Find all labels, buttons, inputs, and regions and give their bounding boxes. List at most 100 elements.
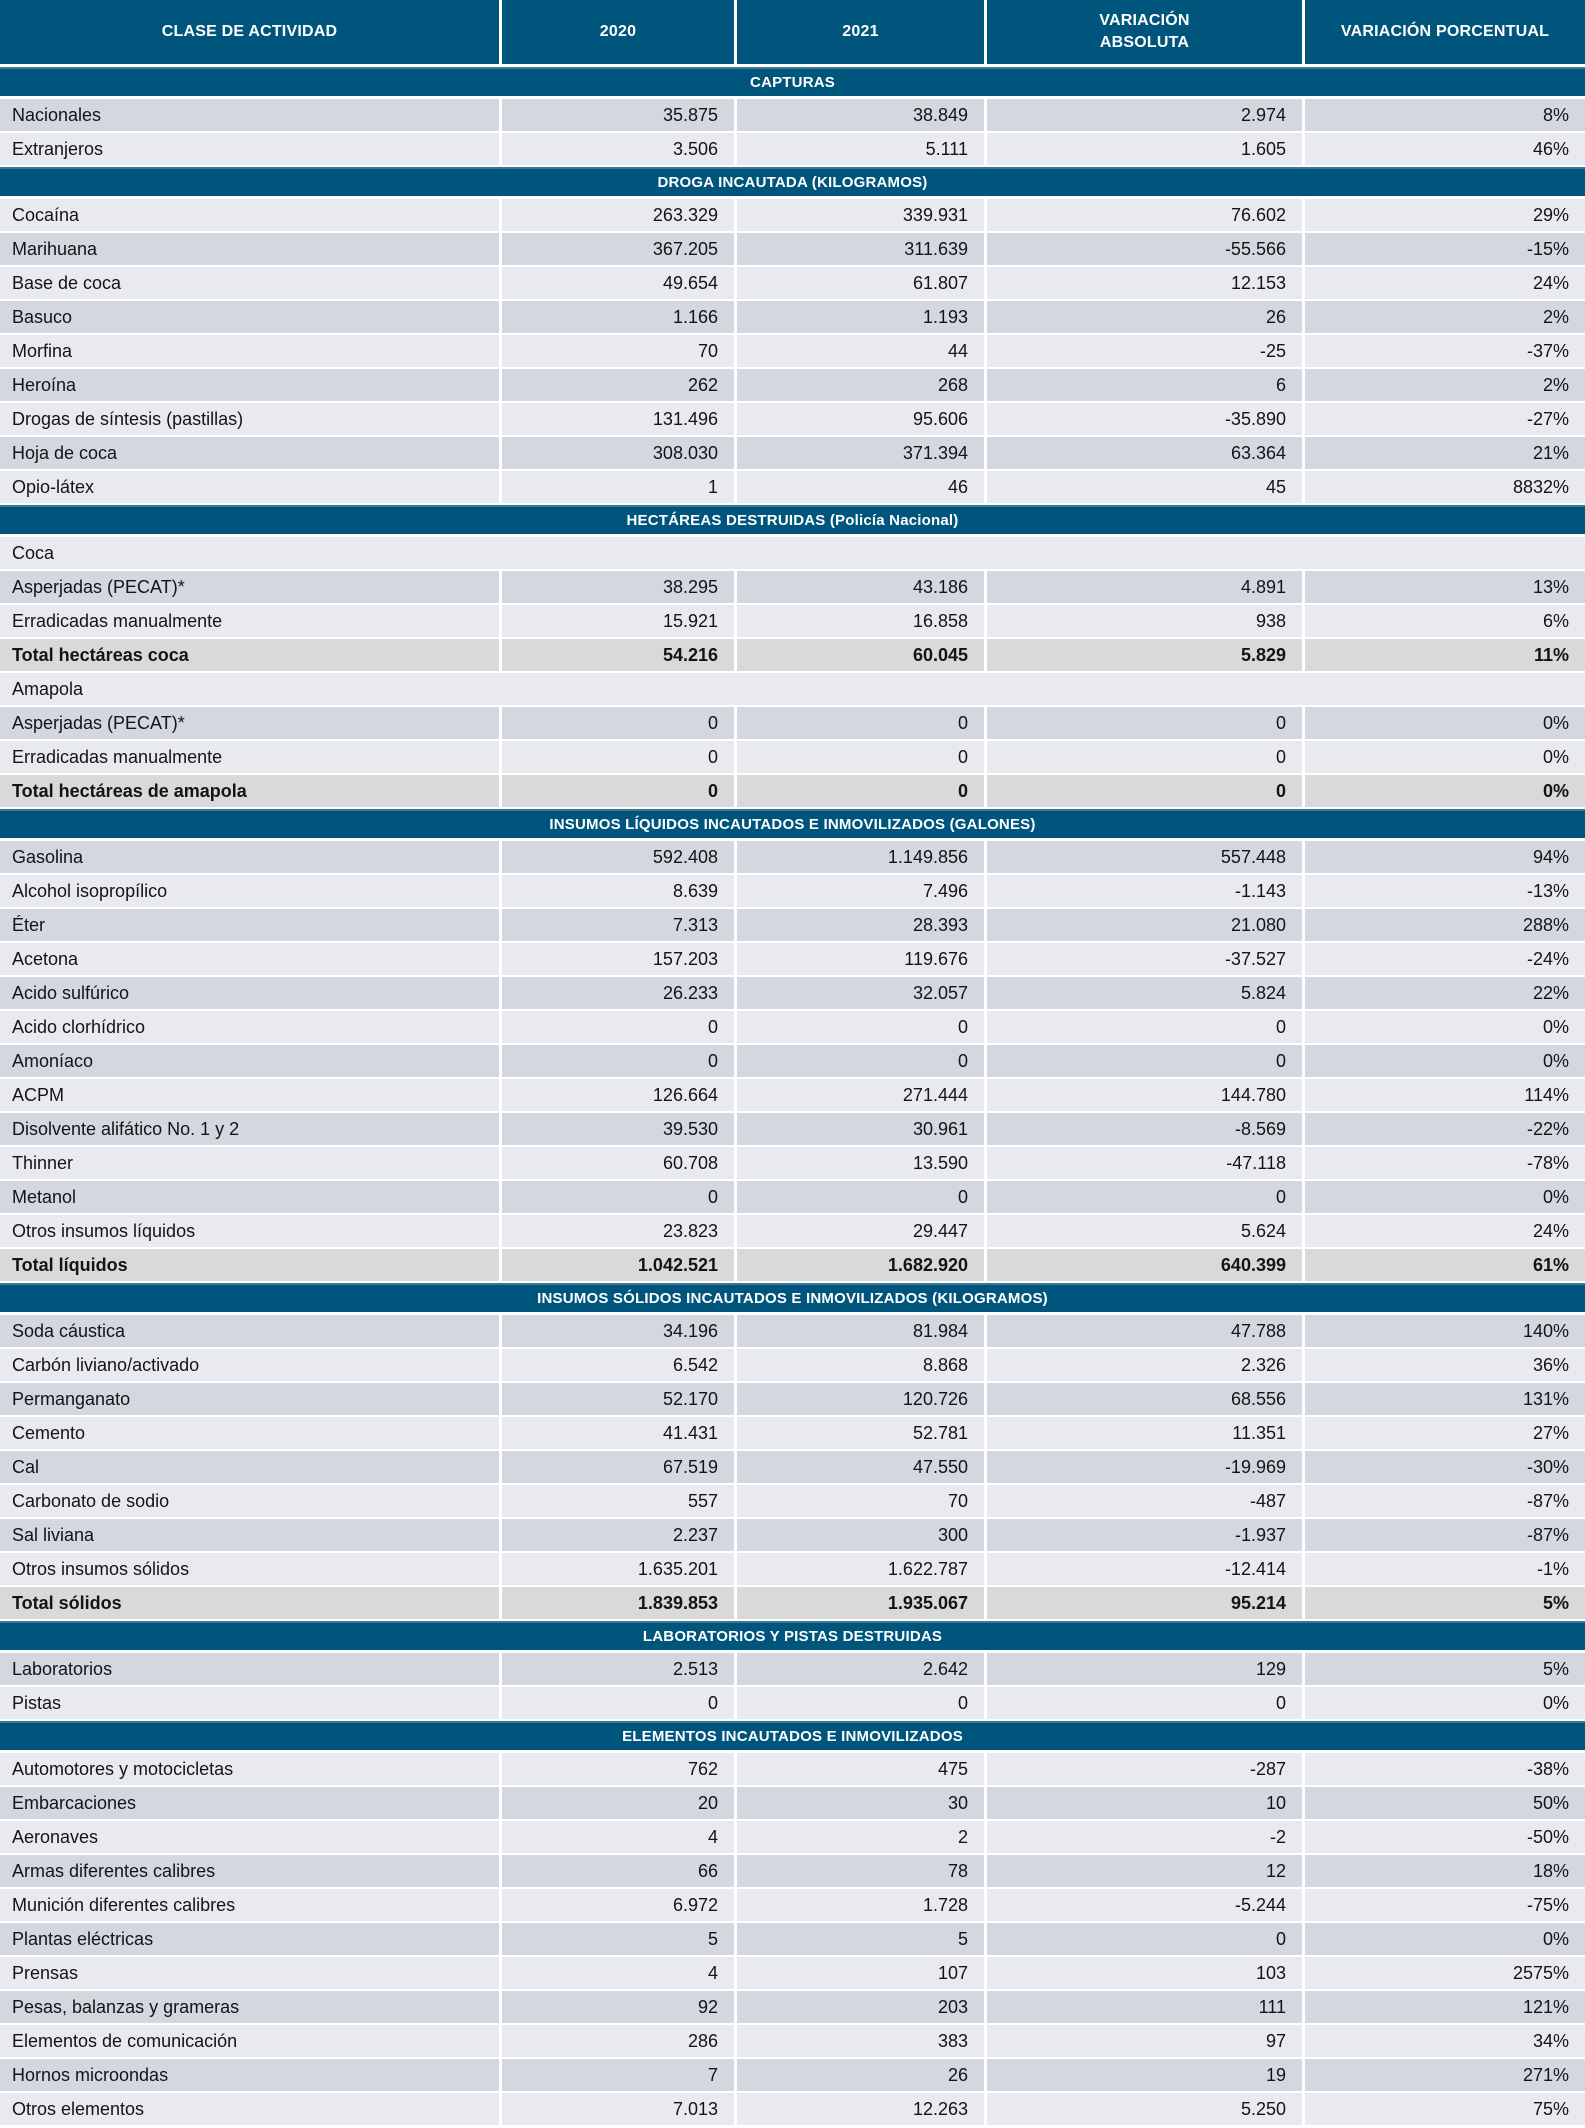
cell-variacion-absoluta: 45 xyxy=(987,471,1305,503)
cell-activity: Automotores y motocicletas xyxy=(0,1753,502,1785)
cell-2020: 0 xyxy=(502,775,737,807)
cell-variacion-porcentual: 94% xyxy=(1532,846,1569,867)
table-row: Drogas de síntesis (pastillas) 131.496 95.… xyxy=(0,403,1585,437)
cell-activity: Marihuana xyxy=(0,233,502,265)
table-row: Thinner 60.708 13.590 -47.118 -78% xyxy=(0,1147,1585,1181)
cell-2020: 1.166 xyxy=(502,301,737,333)
cell-2020: 1.839.853 xyxy=(502,1587,737,1619)
cell-activity: Carbonato de sodio xyxy=(0,1485,502,1517)
table-row: Soda cáustica 34.196 81.984 47.788 140% xyxy=(0,1315,1585,1349)
cell-variacion-porcentual: 271% xyxy=(1522,2064,1569,2085)
cell-2020: 70 xyxy=(502,335,737,367)
cell-2020: 0 xyxy=(502,741,737,773)
cell-2021: 1.935.067 xyxy=(737,1587,987,1619)
cell-2020: 0 xyxy=(502,1045,737,1077)
cell-variacion-porcentual: -13% xyxy=(1526,880,1569,901)
cell-2020: 7 xyxy=(502,2059,737,2091)
table-row: Carbonato de sodio 557 70 -487 -87% xyxy=(0,1485,1585,1519)
cell-variacion-absoluta: 5.250 xyxy=(987,2093,1305,2125)
section-header: HECTÁREAS DESTRUIDAS (Policía Nacional) xyxy=(0,505,1585,537)
cell-variacion-porcentual: 61% xyxy=(1532,1254,1569,1275)
section-title: CAPTURAS xyxy=(750,74,835,91)
table-row: Otros elementos 7.013 12.263 5.250 75% xyxy=(0,2093,1585,2127)
cell-2021: 16.858 xyxy=(737,605,987,637)
table-row: Base de coca 49.654 61.807 12.153 24% xyxy=(0,267,1585,301)
table-body: CAPTURAS Nacionales 35.875 38.849 2.974 8% Ext… xyxy=(0,67,1585,2127)
cell-activity: Otros elementos xyxy=(0,2093,502,2125)
cell-variacion-absoluta: 21.080 xyxy=(987,909,1305,941)
cell-variacion-absoluta: 557.448 xyxy=(987,841,1305,873)
table-row: Cal 67.519 47.550 -19.969 -30% xyxy=(0,1451,1585,1485)
cell-variacion-porcentual: -75% xyxy=(1526,1894,1569,1915)
cell-2020: 60.708 xyxy=(502,1147,737,1179)
cell-2021: 0 xyxy=(737,1687,987,1719)
cell-2021: 475 xyxy=(737,1753,987,1785)
cell-variacion-absoluta: 2.974 xyxy=(987,99,1305,131)
section-header: DROGA INCAUTADA (KILOGRAMOS) xyxy=(0,167,1585,199)
table-row: Acido clorhídrico 0 0 0 0% xyxy=(0,1011,1585,1045)
cell-2020: 0 xyxy=(502,1181,737,1213)
cell-variacion-absoluta: 5.829 xyxy=(987,639,1305,671)
cell-activity: Opio-látex xyxy=(0,471,502,503)
cell-variacion-porcentual: 0% xyxy=(1542,1186,1569,1207)
total-row: Total líquidos 1.042.521 1.682.920 640.399 6… xyxy=(0,1249,1585,1283)
cell-2021: 0 xyxy=(737,707,987,739)
cell-variacion-absoluta: 129 xyxy=(987,1653,1305,1685)
cell-variacion-absoluta: -287 xyxy=(987,1753,1305,1785)
cell-variacion-porcentual: -22% xyxy=(1526,1118,1569,1139)
cell-activity: Pistas xyxy=(0,1687,502,1719)
table-row: Disolvente alifático No. 1 y 2 39.530 30.9… xyxy=(0,1113,1585,1147)
cell-variacion-porcentual: 8832% xyxy=(1512,476,1569,497)
cell-activity: Acetona xyxy=(0,943,502,975)
section-title: HECTÁREAS DESTRUIDAS (Policía Nacional) xyxy=(626,512,959,529)
cell-variacion-absoluta: 68.556 xyxy=(987,1383,1305,1415)
cell-2020: 0 xyxy=(502,1687,737,1719)
cell-variacion-porcentual: -37% xyxy=(1526,340,1569,361)
cell-2020: 38.295 xyxy=(502,571,737,603)
cell-activity: Heroína xyxy=(0,369,502,401)
column-header-variacion-porcentual: VARIACIÓN PORCENTUAL xyxy=(1340,23,1550,41)
cell-variacion-absoluta: 6 xyxy=(987,369,1305,401)
cell-2020: 4 xyxy=(502,1821,737,1853)
cell-activity: Sal liviana xyxy=(0,1519,502,1551)
section-title: LABORATORIOS Y PISTAS DESTRUIDAS xyxy=(642,1628,943,1645)
cell-activity: Acido sulfúrico xyxy=(0,977,502,1009)
cell-variacion-absoluta: -47.118 xyxy=(987,1147,1305,1179)
cell-variacion-porcentual: 0% xyxy=(1542,712,1569,733)
cell-2020: 92 xyxy=(502,1991,737,2023)
cell-2021: 32.057 xyxy=(737,977,987,1009)
cell-2021: 78 xyxy=(737,1855,987,1887)
table-row: Morfina 70 44 -25 -37% xyxy=(0,335,1585,369)
cell-variacion-porcentual: -24% xyxy=(1526,948,1569,969)
cell-variacion-absoluta: 5.824 xyxy=(987,977,1305,1009)
table-row: Pistas 0 0 0 0% xyxy=(0,1687,1585,1721)
cell-variacion-absoluta: 11.351 xyxy=(987,1417,1305,1449)
cell-2020: 4 xyxy=(502,1957,737,1989)
cell-2020: 67.519 xyxy=(502,1451,737,1483)
cell-2020: 2.237 xyxy=(502,1519,737,1551)
table-row: Extranjeros 3.506 5.111 1.605 46% xyxy=(0,133,1585,167)
cell-variacion-absoluta: 938 xyxy=(987,605,1305,637)
cell-2020: 5 xyxy=(502,1923,737,1955)
cell-variacion-absoluta: -1.143 xyxy=(987,875,1305,907)
cell-variacion-porcentual: -1% xyxy=(1536,1558,1569,1579)
section-header: LABORATORIOS Y PISTAS DESTRUIDAS xyxy=(0,1621,1585,1653)
cell-2021: 30.961 xyxy=(737,1113,987,1145)
cell-variacion-absoluta: 4.891 xyxy=(987,571,1305,603)
cell-2021: 52.781 xyxy=(737,1417,987,1449)
cell-variacion-porcentual: 29% xyxy=(1532,204,1569,225)
cell-2021: 29.447 xyxy=(737,1215,987,1247)
cell-variacion-absoluta: -12.414 xyxy=(987,1553,1305,1585)
cell-variacion-absoluta: 0 xyxy=(987,1011,1305,1043)
cell-2021: 268 xyxy=(737,369,987,401)
table-row: Sal liviana 2.237 300 -1.937 -87% xyxy=(0,1519,1585,1553)
cell-2020: 7.013 xyxy=(502,2093,737,2125)
cell-2021: 371.394 xyxy=(737,437,987,469)
cell-2021: 1.149.856 xyxy=(737,841,987,873)
cell-variacion-porcentual: 34% xyxy=(1532,2030,1569,2051)
cell-variacion-porcentual: 13% xyxy=(1532,576,1569,597)
cell-2021: 1.193 xyxy=(737,301,987,333)
cell-2021: 203 xyxy=(737,1991,987,2023)
cell-activity: Total hectáreas coca xyxy=(0,639,502,671)
